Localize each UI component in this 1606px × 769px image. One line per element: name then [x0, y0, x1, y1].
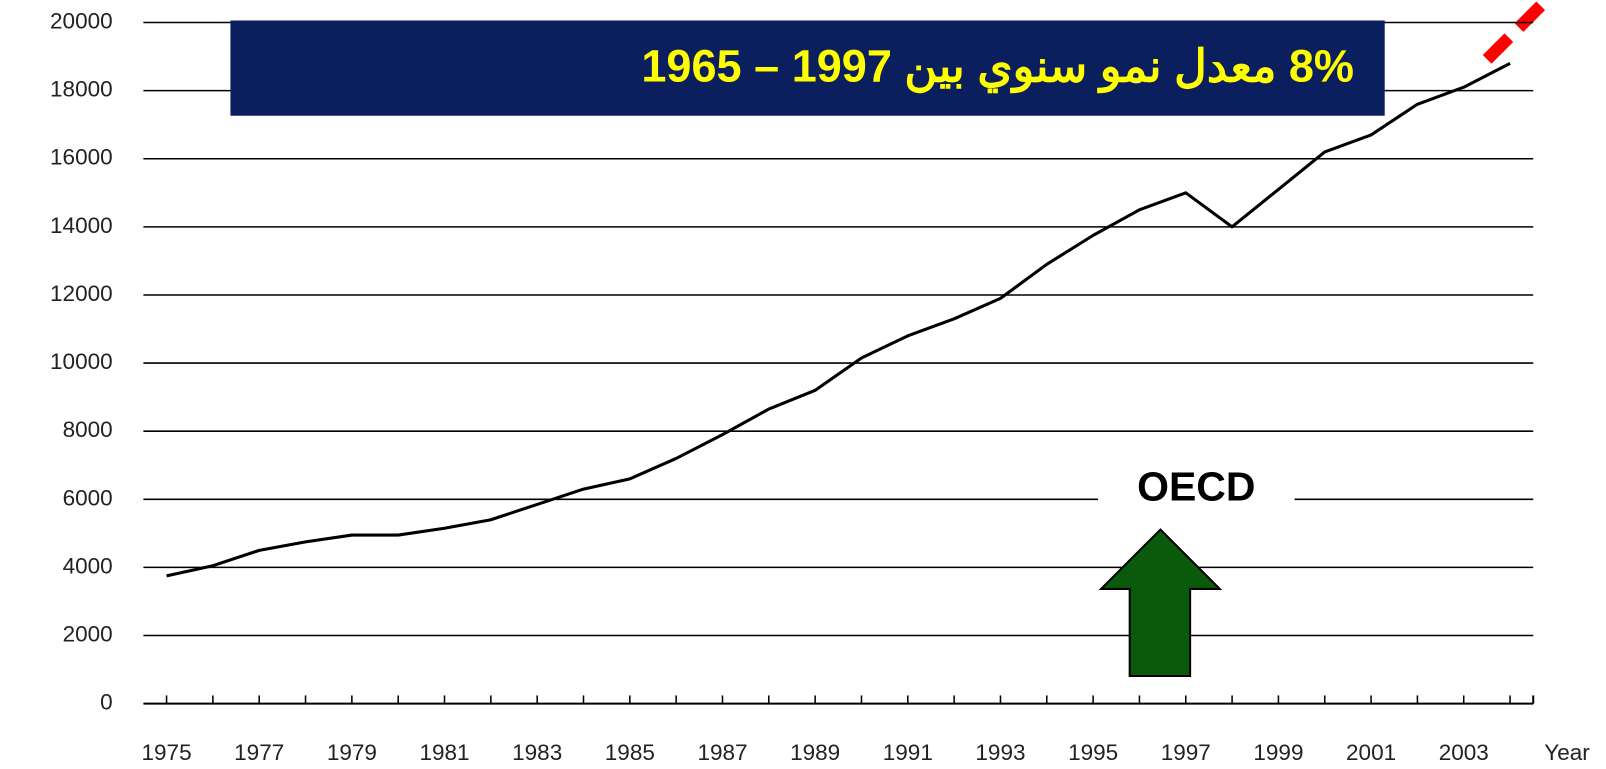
x-tick-label: 1991 — [883, 740, 933, 765]
y-tick-label: 18000 — [50, 77, 113, 102]
title-box — [230, 20, 1385, 116]
y-tick-label: 6000 — [63, 485, 113, 510]
data-line — [166, 62, 1511, 578]
x-tick-label: 1979 — [327, 740, 377, 765]
x-tick-label: 1983 — [512, 740, 562, 765]
y-tick-label: 20000 — [50, 8, 113, 33]
green-arrow — [1098, 528, 1223, 677]
x-tick-label: 1995 — [1068, 740, 1118, 765]
x-tick-label: 1999 — [1253, 740, 1303, 765]
y-tick-label: 10000 — [50, 349, 113, 374]
y-tick-label: 8000 — [63, 417, 113, 442]
x-tick-label: 1981 — [419, 740, 469, 765]
x-tick-label: 1987 — [697, 740, 747, 765]
x-tick-label: 1989 — [790, 740, 840, 765]
x-tick-label: 2003 — [1439, 740, 1489, 765]
chart-title: 8% معدل نمو سنوي بين 1997 – 1965 — [641, 41, 1354, 94]
y-tick-label: 2000 — [63, 621, 113, 646]
y-tick-label: 4000 — [63, 553, 113, 578]
y-tick-label: 14000 — [50, 213, 113, 238]
x-axis-label: Year — [1544, 740, 1590, 765]
red-dashed-arrow — [1482, 0, 1556, 64]
x-tick-label: 1993 — [975, 740, 1025, 765]
annotation: OECD — [1137, 463, 1255, 509]
x-tick-label: 1997 — [1161, 740, 1211, 765]
y-tick-label: 12000 — [50, 281, 113, 306]
plot: 0 2000 4000 6000 8000 10000 12000 14000 16000 180… — [50, 0, 1590, 765]
x-tick-label: 1977 — [234, 740, 284, 765]
y-tick-label: 0 — [100, 690, 113, 715]
x-tick-label: 1975 — [142, 740, 192, 765]
annotation-bg — [1097, 466, 1295, 516]
x-tick-label: 1985 — [605, 740, 655, 765]
x-tick-label: 2001 — [1346, 740, 1396, 765]
y-tick-label: 16000 — [50, 145, 113, 170]
